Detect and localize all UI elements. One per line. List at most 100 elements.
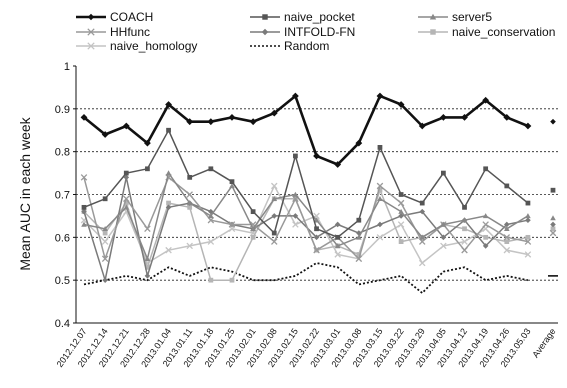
- data-point-coach: [482, 96, 490, 104]
- data-point-intfold-fn: [81, 208, 87, 215]
- data-point-naive-homology-stroke-b: [101, 238, 109, 245]
- data-point-hhfunc: [80, 174, 88, 181]
- data-point-naive-pocket: [166, 127, 171, 133]
- data-point-naive-homology: [207, 238, 215, 245]
- data-point-server5: [377, 195, 383, 202]
- legend: COACH naive_pocket server5 HHfunc INTFOLD-FN…: [76, 10, 555, 53]
- data-point-coach: [165, 101, 172, 108]
- data-point-intfold-fn: [102, 277, 108, 283]
- y-tick-label: 1: [64, 61, 70, 73]
- legend-item-intfold-fn: INTFOLD-FN: [250, 25, 355, 39]
- legend-item-naive-homology: naive_homology: [76, 39, 197, 53]
- data-point-naive-pocket: [145, 166, 150, 172]
- legend-label-server5: server5: [452, 10, 492, 24]
- data-point-server5: [504, 225, 510, 232]
- data-point-server5: [461, 217, 468, 223]
- series-coach: [80, 92, 532, 168]
- data-point-naive-pocket: [398, 192, 404, 197]
- axes: [73, 65, 558, 324]
- data-point-server5: [81, 221, 87, 227]
- legend-label-hhfunc: HHfunc: [110, 25, 150, 39]
- legend-item-naive-pocket: naive_pocket: [250, 10, 355, 24]
- average-marker-naive-conservation: [550, 226, 556, 232]
- data-point-server5: [398, 208, 404, 214]
- data-point-server5: [292, 191, 299, 197]
- data-point-coach: [376, 92, 384, 100]
- data-point-naive-homology: [376, 234, 384, 241]
- data-point-naive-pocket: [187, 174, 193, 180]
- data-point-naive-conservation: [187, 204, 193, 210]
- legend-item-hhfunc: HHfunc: [76, 25, 150, 39]
- series-lines: [80, 92, 532, 294]
- data-point-naive-homology: [271, 182, 278, 190]
- series-hhfunc: [80, 174, 532, 263]
- y-tick-label: 0.9: [55, 104, 70, 116]
- data-point-naive-pocket: [123, 170, 129, 176]
- data-point-intfold-fn: [165, 204, 172, 211]
- legend-item-coach: COACH: [76, 10, 153, 24]
- data-point-coach: [461, 114, 468, 121]
- y-tick-label: 0.4: [55, 318, 70, 330]
- data-point-coach: [313, 152, 320, 160]
- data-point-coach: [101, 131, 109, 138]
- data-point-intfold-fn: [482, 243, 489, 249]
- data-point-coach: [207, 118, 215, 126]
- data-point-naive-homology-stroke-b: [461, 238, 468, 245]
- data-point-naive-pocket: [81, 204, 87, 210]
- data-point-naive-pocket: [504, 183, 510, 189]
- data-point-naive-homology-stroke-b: [376, 234, 384, 241]
- data-point-hhfunc: [271, 238, 278, 245]
- data-point-server5: [229, 183, 235, 189]
- legend-item-random: Random: [250, 39, 329, 53]
- data-point-hhfunc: [123, 195, 130, 203]
- data-point-naive-homology: [186, 242, 193, 250]
- series-line-intfold-fn: [83, 176, 529, 281]
- legend-label-naive-conservation: naive_conservation: [452, 25, 555, 39]
- data-point-hhfunc: [376, 182, 384, 190]
- legend-marker-server5: [429, 13, 437, 20]
- data-point-naive-homology: [334, 251, 341, 258]
- average-marker-hhfunc: [549, 229, 557, 237]
- series-line-coach: [83, 94, 529, 166]
- series-line-hhfunc: [83, 176, 529, 260]
- data-point-naive-homology-stroke-b: [292, 221, 299, 228]
- y-tick-label: 0.5: [55, 275, 70, 287]
- data-point-intfold-fn: [440, 234, 447, 241]
- data-point-naive-conservation: [398, 239, 404, 244]
- data-point-server5: [334, 243, 341, 249]
- legend-marker-intfold-fn: [261, 28, 269, 36]
- data-point-naive-pocket: [293, 153, 298, 159]
- y-tick-label: 0.6: [55, 232, 70, 244]
- series-line-naive-homology: [83, 185, 529, 264]
- data-point-intfold-fn: [356, 230, 362, 236]
- data-point-server5: [165, 170, 172, 176]
- data-point-server5: [102, 225, 108, 232]
- data-point-coach: [418, 122, 426, 130]
- data-point-intfold-fn: [504, 221, 510, 228]
- data-point-naive-conservation: [208, 277, 214, 283]
- data-point-hhfunc-stroke-b: [355, 255, 363, 263]
- data-point-coach: [524, 122, 532, 130]
- data-point-coach: [186, 118, 194, 126]
- legend-label-naive-homology: naive_homology: [110, 39, 197, 53]
- data-point-hhfunc: [101, 255, 109, 263]
- data-point-hhfunc-stroke-b: [271, 238, 278, 245]
- data-point-hhfunc-stroke-b: [144, 225, 151, 233]
- data-point-hhfunc: [186, 191, 193, 198]
- data-point-server5: [356, 234, 362, 240]
- data-point-naive-pocket: [483, 166, 489, 172]
- data-point-hhfunc: [207, 216, 215, 224]
- data-point-intfold-fn: [377, 221, 383, 228]
- data-point-intfold-fn: [334, 221, 341, 228]
- data-point-hhfunc: [313, 246, 320, 254]
- legend-marker-naive-pocket: [262, 14, 268, 20]
- average-marker-server5: [550, 215, 556, 221]
- data-point-hhfunc-stroke-b: [397, 199, 405, 207]
- data-point-naive-homology-stroke-b: [397, 221, 405, 228]
- data-point-server5: [123, 204, 130, 210]
- data-point-naive-pocket: [208, 166, 214, 172]
- data-point-naive-homology: [524, 251, 532, 258]
- data-point-naive-conservation: [377, 187, 383, 193]
- data-point-coach: [503, 114, 511, 121]
- data-point-coach: [439, 114, 447, 121]
